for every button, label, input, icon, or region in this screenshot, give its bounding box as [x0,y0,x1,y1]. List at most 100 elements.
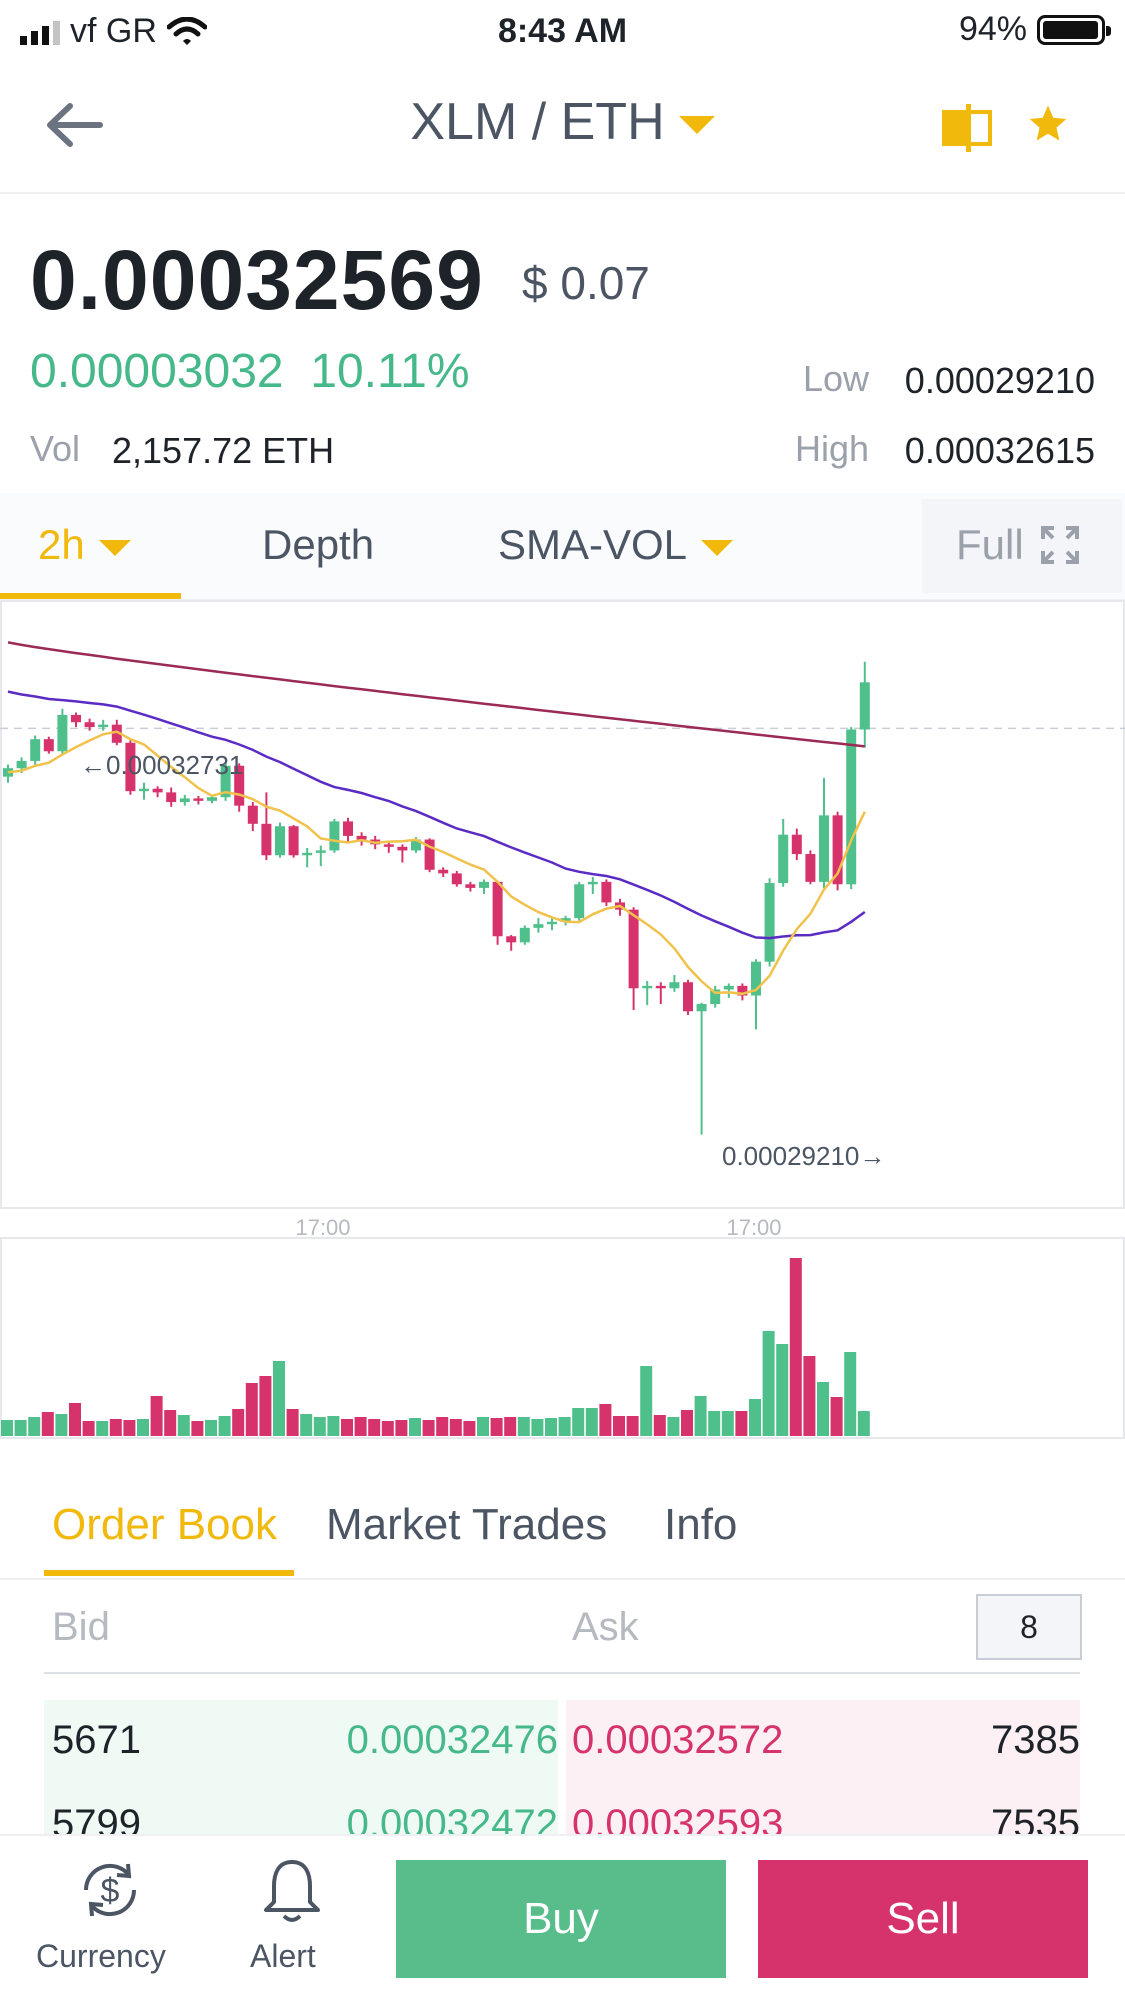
volume-bar [164,1410,177,1436]
volume-bar [721,1411,734,1436]
volume-bar [177,1415,190,1436]
volume-bar [409,1418,421,1436]
candle [710,985,721,1008]
candle [628,907,639,1011]
currency-button[interactable]: $ Currency [30,1856,190,1986]
volume-bar [463,1421,476,1436]
tab-info[interactable]: Info [664,1500,738,1549]
candle [3,764,13,783]
candle [57,708,68,755]
volume-bar [708,1411,721,1436]
volume-bar [245,1383,258,1436]
tab-interval[interactable]: 2h [38,521,131,569]
bid-price: 0.00032476 [346,1718,558,1762]
candle [438,867,449,878]
volume-bar [109,1419,122,1436]
candle [506,935,517,951]
candle [288,825,299,858]
back-arrow-icon[interactable] [44,100,104,150]
candle [819,777,829,888]
candle [805,850,816,885]
volume-bar [273,1361,285,1436]
ask-depth-bar [566,1700,1080,1834]
clock: 8:43 AM [497,12,628,50]
candle [846,727,857,890]
layout-toggle-icon[interactable] [940,104,996,152]
favorite-star-icon[interactable] [1026,102,1070,146]
pair-title: XLM / ETH [410,93,665,151]
volume-bar [545,1418,557,1436]
bid-depth-bar [44,1700,558,1834]
alert-label: Alert [250,1938,316,1974]
signal-icon [20,19,60,45]
volume-bar [504,1417,517,1436]
volume-bar [749,1399,761,1436]
candle [193,796,204,805]
tab-indicator[interactable]: SMA-VOL [498,521,734,569]
bid-qty: 5671 [52,1718,141,1762]
tab-market-trades[interactable]: Market Trades [326,1500,608,1549]
candle [247,802,258,832]
alert-button[interactable]: Alert [240,1856,350,1986]
volume-bar [681,1410,693,1436]
candle [356,832,367,846]
volume-bar [803,1356,816,1436]
full-label: Full [956,521,1024,568]
candle [71,712,81,728]
bottom-action-bar: $ Currency Alert Buy Sell [0,1834,1125,2003]
vol-value: 2,157.72 ETH [112,430,335,471]
candle [492,880,503,945]
candle [152,786,163,798]
volume-bar [558,1417,571,1436]
tab-depth[interactable]: Depth [262,521,375,568]
pair-selector[interactable]: XLM / ETH [0,92,1125,152]
precision-selector[interactable]: 8 [976,1594,1082,1660]
candle [723,983,734,998]
orderbook-row[interactable]: 5671 0.00032476 0.00032572 7385 [0,1718,1125,1774]
divider [44,1672,1080,1674]
candle [547,916,557,931]
battery-icon [1037,14,1111,45]
volume-bar [844,1352,857,1436]
ask-qty: 7385 [991,1718,1080,1762]
x-tick-label: 17:00 [726,1215,781,1240]
volume-bar [341,1419,353,1436]
volume-bar [477,1417,489,1436]
volume-bar [259,1376,272,1436]
usd-price: $ 0.07 [522,257,650,309]
ask-header: Ask [572,1605,639,1649]
sell-button[interactable]: Sell [758,1860,1088,1978]
candle [465,881,476,892]
candle [587,877,598,894]
carrier: vf GR [20,12,207,51]
indicator-label: SMA-VOL [498,521,688,568]
volume-bar [789,1258,802,1436]
candle [832,811,843,891]
min-price-annotation: 0.00029210→ [722,1141,885,1171]
volume-bar [123,1420,136,1436]
change-amount: 0.00003032 [30,345,284,398]
active-tab-indicator [0,593,181,599]
change-percent: 10.11% [310,345,470,398]
fullscreen-button[interactable]: Full [922,499,1122,593]
candle [30,735,41,766]
volume-bar [531,1419,544,1436]
candle [655,982,666,1004]
candle [397,844,408,863]
price-chart[interactable]: 17:00 17:00 ←0.00032731 0.00029210→ [0,600,1125,1440]
candle [479,879,489,894]
volume-bar [517,1417,530,1436]
candle [574,881,585,921]
candle [261,792,272,861]
buy-button[interactable]: Buy [396,1860,726,1978]
volume-bar [1,1420,13,1436]
volume-bar [82,1421,95,1436]
volume-bar [368,1419,381,1436]
candle [275,822,285,858]
volume-bar [354,1417,367,1436]
candle [343,817,353,844]
candle [315,845,326,867]
candle [139,782,149,800]
candle [220,763,231,801]
tab-order-book[interactable]: Order Book [52,1500,277,1549]
